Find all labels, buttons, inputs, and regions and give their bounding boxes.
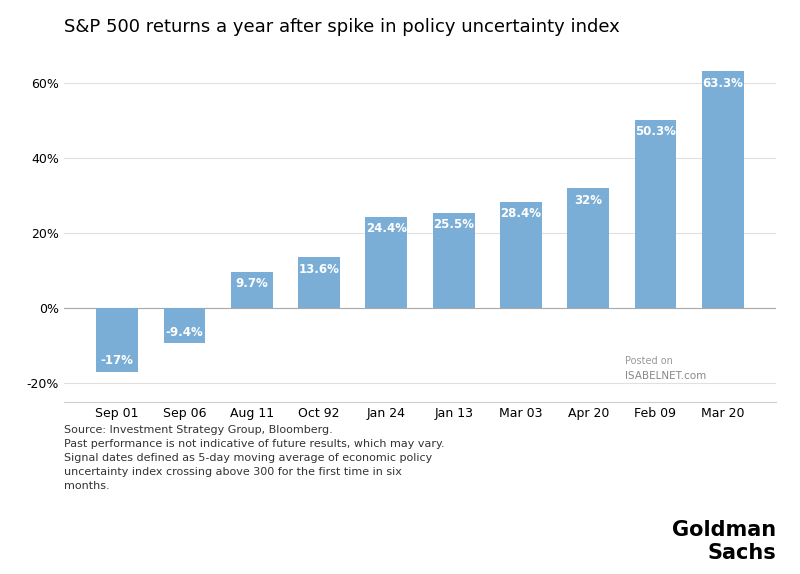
Bar — [231, 272, 273, 308]
Text: -9.4%: -9.4% — [166, 326, 203, 339]
Text: 50.3%: 50.3% — [635, 125, 676, 138]
Text: ISABELNET.com: ISABELNET.com — [626, 371, 706, 381]
Bar — [298, 257, 340, 308]
Text: 24.4%: 24.4% — [366, 222, 407, 235]
Bar — [366, 217, 407, 308]
Text: Goldman
Sachs: Goldman Sachs — [672, 520, 776, 563]
Bar — [567, 188, 609, 308]
Bar — [500, 201, 542, 308]
Text: -17%: -17% — [101, 354, 134, 367]
Text: 9.7%: 9.7% — [235, 277, 268, 290]
Text: 28.4%: 28.4% — [501, 207, 542, 220]
Bar — [433, 212, 474, 308]
Text: Posted on: Posted on — [626, 356, 673, 366]
Bar — [96, 308, 138, 372]
Bar — [164, 308, 206, 343]
Text: 32%: 32% — [574, 194, 602, 207]
Bar — [702, 71, 744, 308]
Text: 13.6%: 13.6% — [298, 263, 339, 276]
Text: 63.3%: 63.3% — [702, 77, 743, 90]
Text: 25.5%: 25.5% — [433, 218, 474, 231]
Bar — [634, 120, 676, 308]
Text: Source: Investment Strategy Group, Bloomberg.
Past performance is not indicative: Source: Investment Strategy Group, Bloom… — [64, 425, 445, 491]
Text: S&P 500 returns a year after spike in policy uncertainty index: S&P 500 returns a year after spike in po… — [64, 18, 620, 36]
